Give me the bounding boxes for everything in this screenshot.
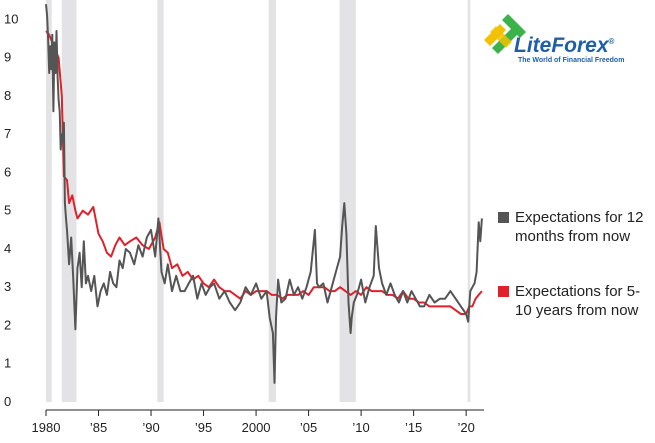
series-line-5-10-years: [45, 30, 483, 315]
y-tick-label-4: 4: [4, 241, 11, 256]
x-tick-label-7: ’15: [405, 420, 422, 435]
series-lines: [45, 4, 483, 384]
logo-reg-mark: ®: [608, 37, 615, 46]
y-tick-label-1: 1: [4, 356, 11, 371]
series-line-12-months: [45, 4, 483, 384]
x-tick-label-1: ’85: [90, 420, 107, 435]
y-tick-label-0: 0: [4, 394, 11, 409]
recession-band-3: [268, 0, 277, 402]
x-tick-label-2: ’90: [142, 420, 159, 435]
recession-band-0: [46, 0, 52, 402]
y-tick-label-6: 6: [4, 164, 11, 179]
y-tick-label-2: 2: [4, 317, 11, 332]
y-tick-label-3: 3: [4, 279, 11, 294]
y-tick-label-7: 7: [4, 126, 11, 141]
legend-swatch-red: [498, 286, 509, 297]
x-tick-label-5: ’05: [300, 420, 317, 435]
x-tick-label-3: ’95: [195, 420, 212, 435]
liteforex-logo: LiteForex® The World of Financial Freedo…: [482, 12, 642, 72]
logo-name-text: LiteForex: [514, 34, 609, 57]
axes: 0 1 2 3 4 5 6 7 8 9 10 1980 ’85 ’90 ’95 2000 ’05 ’10 ’15 ’2…: [4, 11, 484, 435]
x-tick-label-0: 1980: [32, 420, 61, 435]
recession-band-2: [157, 0, 164, 402]
recession-bands: [46, 0, 471, 402]
legend-swatch-gray: [498, 212, 509, 223]
y-tick-label-8: 8: [4, 88, 11, 103]
y-tick-label-9: 9: [4, 50, 11, 65]
logo-tagline: The World of Financial Freedom: [518, 57, 625, 64]
x-tick-label-6: ’10: [352, 420, 369, 435]
recession-band-5: [467, 0, 471, 402]
x-tick-label-4: 2000: [242, 420, 271, 435]
legend-label-12-months: Expectations for 12 months from now: [515, 209, 644, 245]
y-tick-label-5: 5: [4, 203, 11, 218]
x-tick-label-8: ’20: [457, 420, 474, 435]
legend-label-5-10-years: Expectations for 5-10 years from now: [515, 283, 641, 319]
liteforex-mark-icon: [484, 14, 526, 54]
recession-band-4: [339, 0, 356, 402]
logo-wordmark: LiteForex®: [514, 34, 614, 58]
y-tick-label-10: 10: [4, 11, 18, 26]
